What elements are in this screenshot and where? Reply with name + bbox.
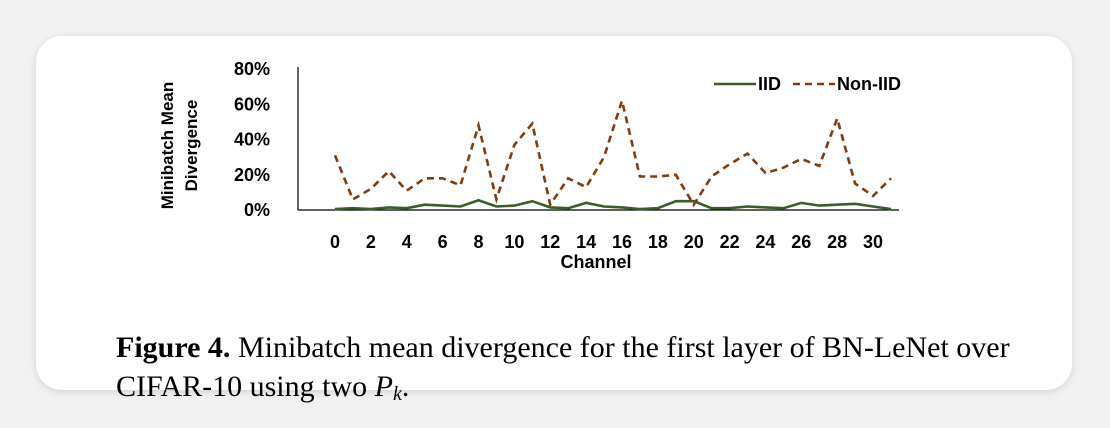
y-axis-label-line: Minibatch Mean: [158, 82, 177, 210]
figure-card: Minibatch Mean Divergence 0% 20% 40% 60% 8 0% …: [36, 36, 1072, 404]
y-tick-label: 80%: [234, 59, 270, 79]
caption-end: .: [401, 370, 410, 403]
caption-label: Figure 4.: [116, 331, 231, 364]
x-tick-label: 4: [402, 232, 412, 252]
caption-math: Pk: [374, 370, 402, 405]
x-tick-label: 8: [473, 232, 483, 252]
caption-math-base: P: [374, 370, 393, 403]
x-tick-label: 18: [648, 232, 668, 252]
caption-math-sub: k: [392, 383, 402, 405]
legend-label: IID: [758, 74, 781, 94]
legend: IID Non-IID: [714, 74, 901, 94]
x-tick-label: 0: [330, 232, 340, 252]
series-line-iid: [334, 198, 892, 211]
y-tick-label: 60%: [234, 94, 270, 114]
axes: [297, 67, 899, 211]
x-tick-label: 20: [684, 232, 704, 252]
x-tick-label: 22: [720, 232, 740, 252]
series-line-non-iid: [333, 95, 892, 208]
caption-text: Minibatch mean divergence for the first …: [116, 331, 1010, 403]
line-chart: Minibatch Mean Divergence 0% 20% 40% 60% 8 0% …: [158, 59, 901, 272]
x-tick-label: 24: [755, 232, 775, 252]
y-tick-labels: 0% 20% 40% 60% 80%: [234, 59, 270, 220]
x-tick-label: 12: [540, 232, 560, 252]
legend-label: Non-IID: [837, 74, 901, 94]
y-tick-label: 40%: [234, 130, 270, 150]
figure-caption: Figure 4. Minibatch mean divergence for …: [116, 328, 1036, 406]
x-tick-label: 10: [504, 232, 524, 252]
x-tick-label: 2: [366, 232, 376, 252]
x-tick-label: 14: [576, 232, 596, 252]
x-axis-label: Channel: [560, 252, 631, 272]
y-tick-label: 0%: [244, 200, 270, 220]
x-tick-label: 6: [438, 232, 448, 252]
x-tick-label: 16: [612, 232, 632, 252]
series-lines: [333, 95, 892, 211]
y-axis-label: Minibatch Mean Divergence: [158, 82, 201, 210]
x-tick-label: 26: [791, 232, 811, 252]
x-tick-labels: 0 2 4 6 8 10 12 14 16 18 20 22 24 26 28 30: [330, 232, 883, 252]
y-axis-label-line: Divergence: [182, 100, 201, 192]
x-tick-label: 30: [863, 232, 883, 252]
x-tick-label: 28: [827, 232, 847, 252]
y-tick-label: 20%: [234, 165, 270, 185]
